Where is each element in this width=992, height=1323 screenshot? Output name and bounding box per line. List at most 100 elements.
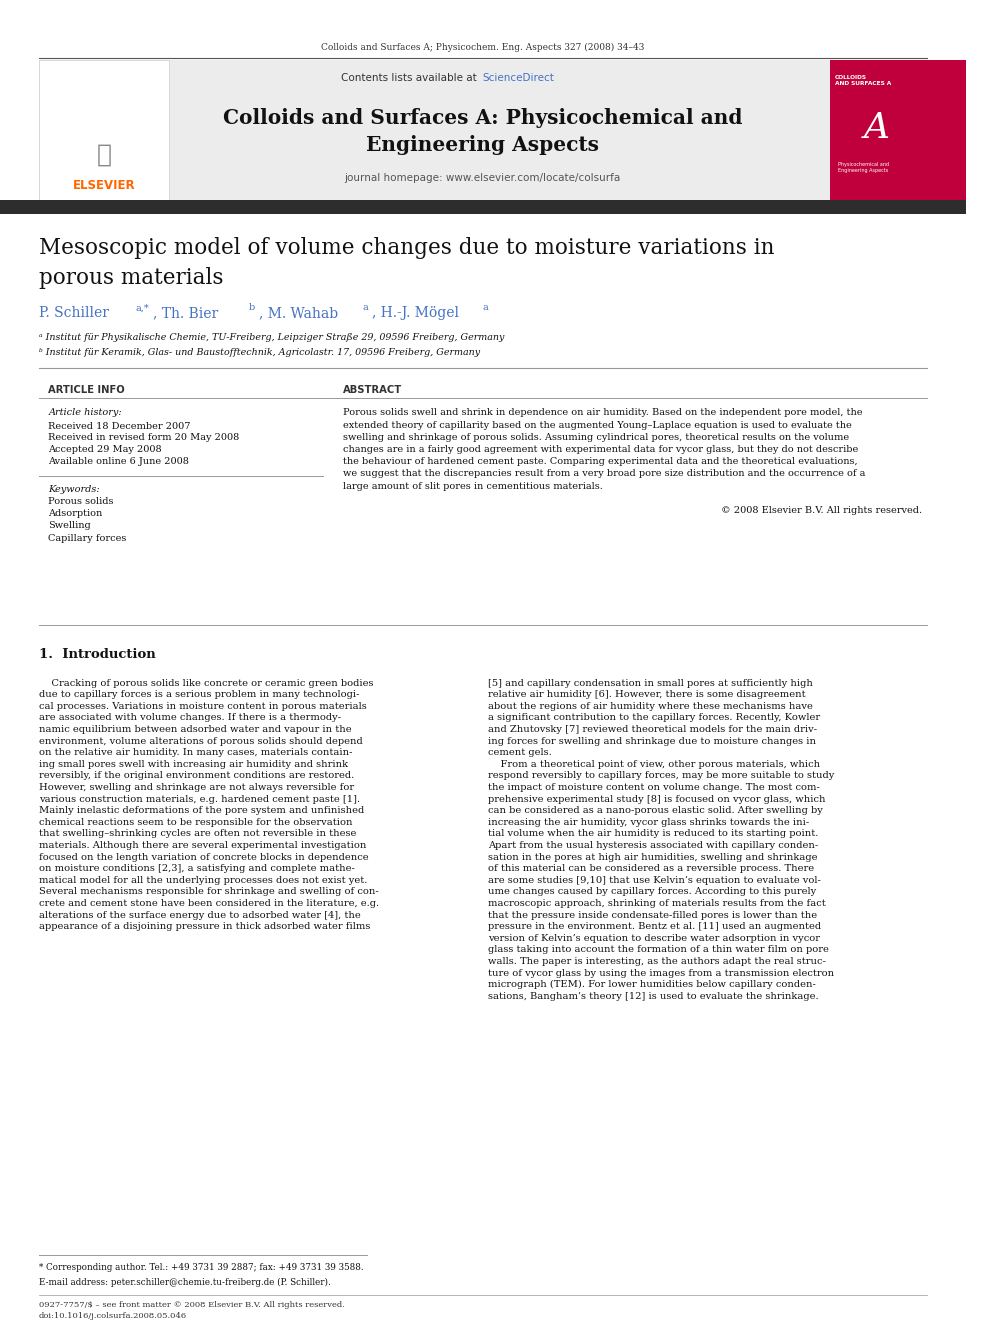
Text: we suggest that the discrepancies result from a very broad pore size distributio: we suggest that the discrepancies result… bbox=[343, 470, 865, 479]
Text: ARTICLE INFO: ARTICLE INFO bbox=[49, 385, 125, 396]
Text: chemical reactions seem to be responsible for the observation: chemical reactions seem to be responsibl… bbox=[39, 818, 352, 827]
Text: 🌳: 🌳 bbox=[97, 143, 112, 167]
Text: Colloids and Surfaces A: Physicochemical and: Colloids and Surfaces A: Physicochemical… bbox=[223, 108, 742, 128]
Text: sation in the pores at high air humidities, swelling and shrinkage: sation in the pores at high air humiditi… bbox=[488, 852, 817, 861]
Text: porous materials: porous materials bbox=[39, 267, 223, 288]
Text: micrograph (TEM). For lower humidities below capillary conden-: micrograph (TEM). For lower humidities b… bbox=[488, 980, 815, 990]
Text: ᵇ Institut für Keramik, Glas- und Baustofftechnik, Agricolastr. 17, 09596 Freibe: ᵇ Institut für Keramik, Glas- und Bausto… bbox=[39, 348, 480, 356]
Text: alterations of the surface energy due to adsorbed water [4], the: alterations of the surface energy due to… bbox=[39, 910, 360, 919]
Text: on moisture conditions [2,3], a satisfying and complete mathe-: on moisture conditions [2,3], a satisfyi… bbox=[39, 864, 354, 873]
Text: * Corresponding author. Tel.: +49 3731 39 2887; fax: +49 3731 39 3588.: * Corresponding author. Tel.: +49 3731 3… bbox=[39, 1263, 363, 1273]
Text: materials. Although there are several experimental investigation: materials. Although there are several ex… bbox=[39, 841, 366, 849]
Text: a,*: a,* bbox=[135, 303, 149, 312]
Text: cal processes. Variations in moisture content in porous materials: cal processes. Variations in moisture co… bbox=[39, 701, 366, 710]
Text: Received 18 December 2007: Received 18 December 2007 bbox=[49, 422, 190, 430]
Text: about the regions of air humidity where these mechanisms have: about the regions of air humidity where … bbox=[488, 701, 812, 710]
Text: A: A bbox=[864, 111, 890, 146]
Text: focused on the length variation of concrete blocks in dependence: focused on the length variation of concr… bbox=[39, 852, 368, 861]
Text: version of Kelvin’s equation to describe water adsorption in vycor: version of Kelvin’s equation to describe… bbox=[488, 934, 819, 943]
Text: Swelling: Swelling bbox=[49, 521, 91, 531]
Text: Porous solids: Porous solids bbox=[49, 497, 114, 507]
Text: a: a bbox=[362, 303, 368, 312]
Text: Porous solids swell and shrink in dependence on air humidity. Based on the indep: Porous solids swell and shrink in depend… bbox=[343, 409, 862, 418]
Text: Capillary forces: Capillary forces bbox=[49, 533, 127, 542]
Text: , Th. Bier: , Th. Bier bbox=[153, 306, 218, 320]
Text: cement gels.: cement gels. bbox=[488, 747, 552, 757]
Text: From a theoretical point of view, other porous materials, which: From a theoretical point of view, other … bbox=[488, 759, 819, 769]
Text: ume changes caused by capillary forces. According to this purely: ume changes caused by capillary forces. … bbox=[488, 888, 815, 896]
Text: on the relative air humidity. In many cases, materials contain-: on the relative air humidity. In many ca… bbox=[39, 747, 352, 757]
Text: E-mail address: peter.schiller@chemie.tu-freiberg.de (P. Schiller).: E-mail address: peter.schiller@chemie.tu… bbox=[39, 1278, 330, 1286]
Text: that swelling–shrinking cycles are often not reversible in these: that swelling–shrinking cycles are often… bbox=[39, 830, 356, 839]
Text: a significant contribution to the capillary forces. Recently, Kowler: a significant contribution to the capill… bbox=[488, 713, 819, 722]
Text: ture of vycor glass by using the images from a transmission electron: ture of vycor glass by using the images … bbox=[488, 968, 833, 978]
Text: can be considered as a nano-porous elastic solid. After swelling by: can be considered as a nano-porous elast… bbox=[488, 806, 822, 815]
Text: ing forces for swelling and shrinkage due to moisture changes in: ing forces for swelling and shrinkage du… bbox=[488, 737, 815, 745]
Text: © 2008 Elsevier B.V. All rights reserved.: © 2008 Elsevier B.V. All rights reserved… bbox=[721, 505, 922, 515]
Text: 0927-7757/$ – see front matter © 2008 Elsevier B.V. All rights reserved.: 0927-7757/$ – see front matter © 2008 El… bbox=[39, 1301, 344, 1308]
Text: extended theory of capillarity based on the augmented Young–Laplace equation is : extended theory of capillarity based on … bbox=[343, 421, 851, 430]
Text: journal homepage: www.elsevier.com/locate/colsurfa: journal homepage: www.elsevier.com/locat… bbox=[344, 173, 621, 183]
Text: the impact of moisture content on volume change. The most com-: the impact of moisture content on volume… bbox=[488, 783, 819, 792]
Text: ᵃ Institut für Physikalische Chemie, TU-Freiberg, Leipziger Straße 29, 09596 Fre: ᵃ Institut für Physikalische Chemie, TU-… bbox=[39, 332, 504, 341]
Bar bbox=[39, 60, 830, 200]
Text: Received in revised form 20 May 2008: Received in revised form 20 May 2008 bbox=[49, 434, 239, 442]
Text: P. Schiller: P. Schiller bbox=[39, 306, 108, 320]
Text: prehensive experimental study [8] is focused on vycor glass, which: prehensive experimental study [8] is foc… bbox=[488, 795, 825, 803]
Text: tial volume when the air humidity is reduced to its starting point.: tial volume when the air humidity is red… bbox=[488, 830, 818, 839]
Text: glass taking into account the formation of a thin water film on pore: glass taking into account the formation … bbox=[488, 946, 828, 954]
Text: large amount of slit pores in cementitious materials.: large amount of slit pores in cementitio… bbox=[343, 482, 602, 491]
Text: macroscopic approach, shrinking of materials results from the fact: macroscopic approach, shrinking of mater… bbox=[488, 898, 825, 908]
Text: increasing the air humidity, vycor glass shrinks towards the ini-: increasing the air humidity, vycor glass… bbox=[488, 818, 808, 827]
Text: Cracking of porous solids like concrete or ceramic green bodies: Cracking of porous solids like concrete … bbox=[39, 679, 373, 688]
Text: b: b bbox=[249, 303, 255, 312]
Text: Contents lists available at: Contents lists available at bbox=[341, 73, 480, 83]
Text: ABSTRACT: ABSTRACT bbox=[343, 385, 402, 396]
Text: doi:10.1016/j.colsurfa.2008.05.046: doi:10.1016/j.colsurfa.2008.05.046 bbox=[39, 1312, 186, 1320]
Text: , M. Wahab: , M. Wahab bbox=[259, 306, 338, 320]
Text: Available online 6 June 2008: Available online 6 June 2008 bbox=[49, 458, 189, 467]
Text: Colloids and Surfaces A; Physicochem. Eng. Aspects 327 (2008) 34–43: Colloids and Surfaces A; Physicochem. En… bbox=[321, 42, 645, 52]
Text: COLLOIDS
AND SURFACES A: COLLOIDS AND SURFACES A bbox=[835, 75, 892, 86]
Text: 1.  Introduction: 1. Introduction bbox=[39, 648, 156, 662]
Text: Physicochemical and
Engineering Aspects: Physicochemical and Engineering Aspects bbox=[838, 161, 889, 173]
Text: ing small pores swell with increasing air humidity and shrink: ing small pores swell with increasing ai… bbox=[39, 759, 348, 769]
Text: , H.-J. Mögel: , H.-J. Mögel bbox=[372, 306, 458, 320]
Text: sations, Bangham’s theory [12] is used to evaluate the shrinkage.: sations, Bangham’s theory [12] is used t… bbox=[488, 992, 818, 1000]
Bar bbox=[0, 200, 965, 214]
Text: that the pressure inside condensate-filled pores is lower than the: that the pressure inside condensate-fill… bbox=[488, 910, 816, 919]
Text: Several mechanisms responsible for shrinkage and swelling of con-: Several mechanisms responsible for shrin… bbox=[39, 888, 378, 896]
Text: and Zhutovsky [7] reviewed theoretical models for the main driv-: and Zhutovsky [7] reviewed theoretical m… bbox=[488, 725, 816, 734]
Text: due to capillary forces is a serious problem in many technologi-: due to capillary forces is a serious pro… bbox=[39, 691, 359, 699]
Text: swelling and shrinkage of porous solids. Assuming cylindrical pores, theoretical: swelling and shrinkage of porous solids.… bbox=[343, 433, 849, 442]
Text: Mainly inelastic deformations of the pore system and unfinished: Mainly inelastic deformations of the por… bbox=[39, 806, 364, 815]
Text: walls. The paper is interesting, as the authors adapt the real struc-: walls. The paper is interesting, as the … bbox=[488, 957, 825, 966]
Text: Keywords:: Keywords: bbox=[49, 484, 100, 493]
Text: However, swelling and shrinkage are not always reversible for: However, swelling and shrinkage are not … bbox=[39, 783, 354, 792]
Text: respond reversibly to capillary forces, may be more suitable to study: respond reversibly to capillary forces, … bbox=[488, 771, 834, 781]
Text: Accepted 29 May 2008: Accepted 29 May 2008 bbox=[49, 446, 162, 455]
Text: reversibly, if the original environment conditions are restored.: reversibly, if the original environment … bbox=[39, 771, 354, 781]
Text: relative air humidity [6]. However, there is some disagreement: relative air humidity [6]. However, ther… bbox=[488, 691, 806, 699]
Text: crete and cement stone have been considered in the literature, e.g.: crete and cement stone have been conside… bbox=[39, 898, 379, 908]
Text: ELSEVIER: ELSEVIER bbox=[73, 179, 136, 192]
Text: appearance of a disjoining pressure in thick adsorbed water films: appearance of a disjoining pressure in t… bbox=[39, 922, 370, 931]
Text: changes are in a fairly good agreement with experimental data for vycor glass, b: changes are in a fairly good agreement w… bbox=[343, 445, 858, 454]
Text: Engineering Aspects: Engineering Aspects bbox=[366, 135, 599, 155]
Text: pressure in the environment. Bentz et al. [11] used an augmented: pressure in the environment. Bentz et al… bbox=[488, 922, 820, 931]
Text: are associated with volume changes. If there is a thermody-: are associated with volume changes. If t… bbox=[39, 713, 340, 722]
Text: Article history:: Article history: bbox=[49, 409, 122, 418]
Text: Mesoscopic model of volume changes due to moisture variations in: Mesoscopic model of volume changes due t… bbox=[39, 237, 774, 259]
Text: namic equilibrium between adsorbed water and vapour in the: namic equilibrium between adsorbed water… bbox=[39, 725, 351, 734]
Bar bbox=[830, 60, 965, 200]
Text: a: a bbox=[483, 303, 488, 312]
Text: matical model for all the underlying processes does not exist yet.: matical model for all the underlying pro… bbox=[39, 876, 367, 885]
Text: environment, volume alterations of porous solids should depend: environment, volume alterations of porou… bbox=[39, 737, 362, 745]
Text: Adsorption: Adsorption bbox=[49, 509, 102, 519]
Text: the behaviour of hardened cement paste. Comparing experimental data and the theo: the behaviour of hardened cement paste. … bbox=[343, 458, 857, 466]
Bar bbox=[39, 60, 169, 200]
Text: various construction materials, e.g. hardened cement paste [1].: various construction materials, e.g. har… bbox=[39, 795, 360, 803]
Text: ScienceDirect: ScienceDirect bbox=[483, 73, 555, 83]
Text: [5] and capillary condensation in small pores at sufficiently high: [5] and capillary condensation in small … bbox=[488, 679, 812, 688]
Text: of this material can be considered as a reversible process. There: of this material can be considered as a … bbox=[488, 864, 813, 873]
